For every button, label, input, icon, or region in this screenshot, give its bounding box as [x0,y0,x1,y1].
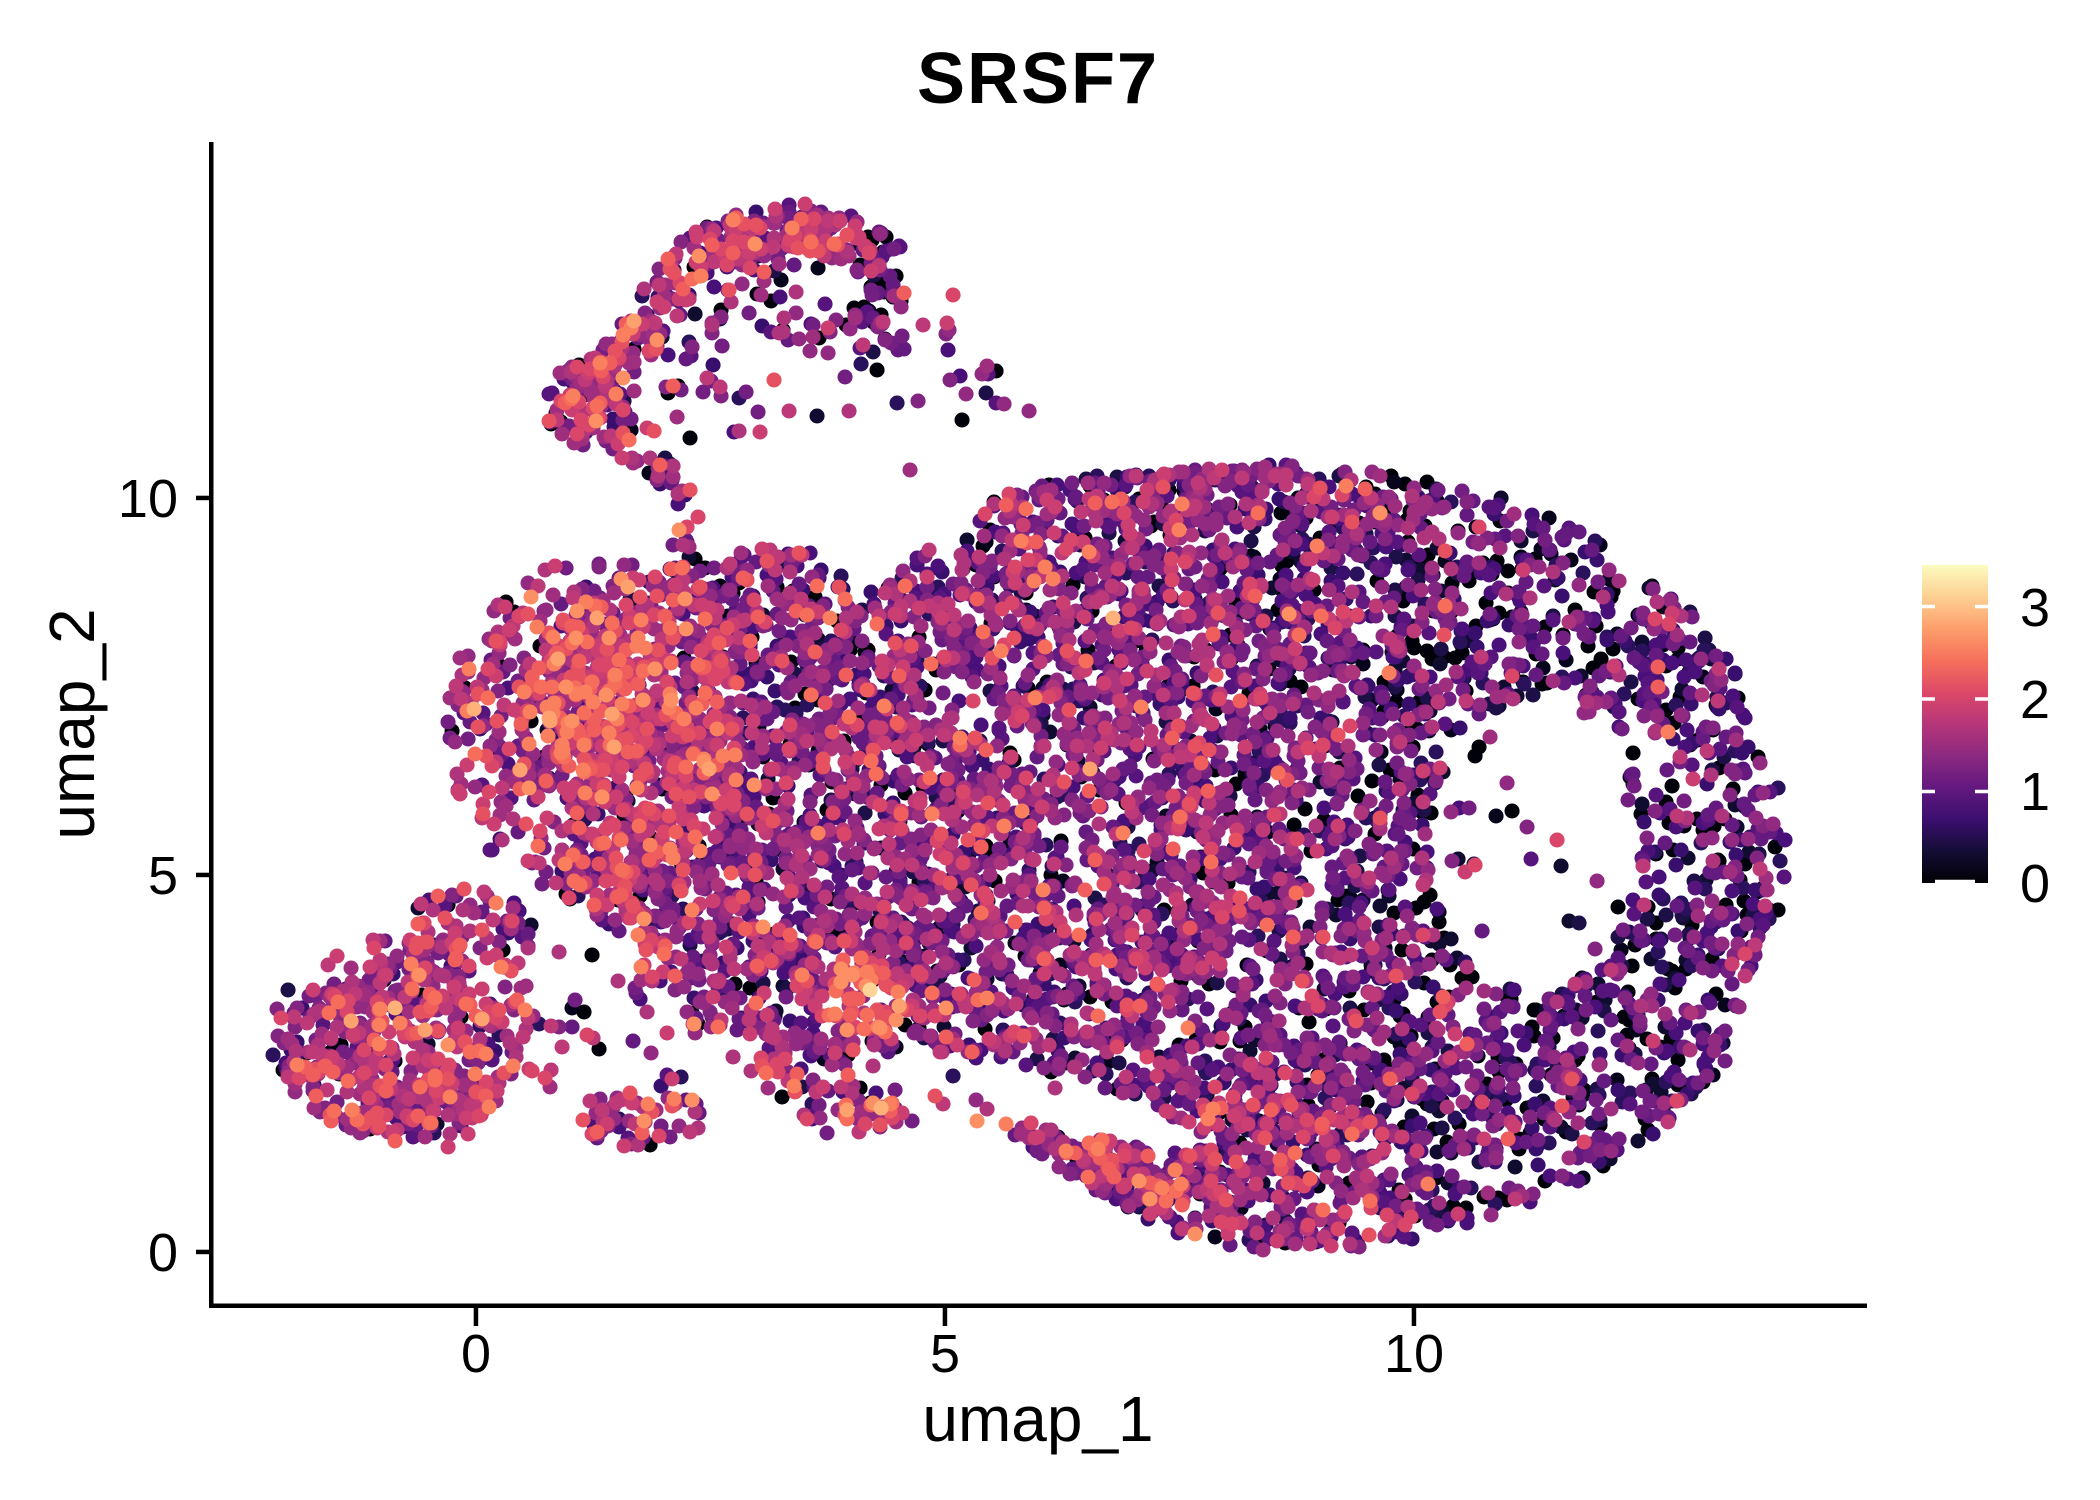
svg-text:5: 5 [148,846,178,906]
svg-text:SRSF7: SRSF7 [917,39,1159,119]
svg-text:3: 3 [2020,578,2050,638]
svg-text:0: 0 [148,1223,178,1283]
svg-text:0: 0 [2020,854,2050,914]
svg-text:5: 5 [930,1324,960,1384]
svg-text:0: 0 [461,1324,491,1384]
svg-text:10: 10 [118,469,178,529]
svg-text:10: 10 [1384,1324,1444,1384]
svg-text:umap_1: umap_1 [922,1383,1153,1455]
svg-text:umap_2: umap_2 [36,608,108,839]
svg-text:1: 1 [2020,762,2050,822]
svg-text:2: 2 [2020,670,2050,730]
